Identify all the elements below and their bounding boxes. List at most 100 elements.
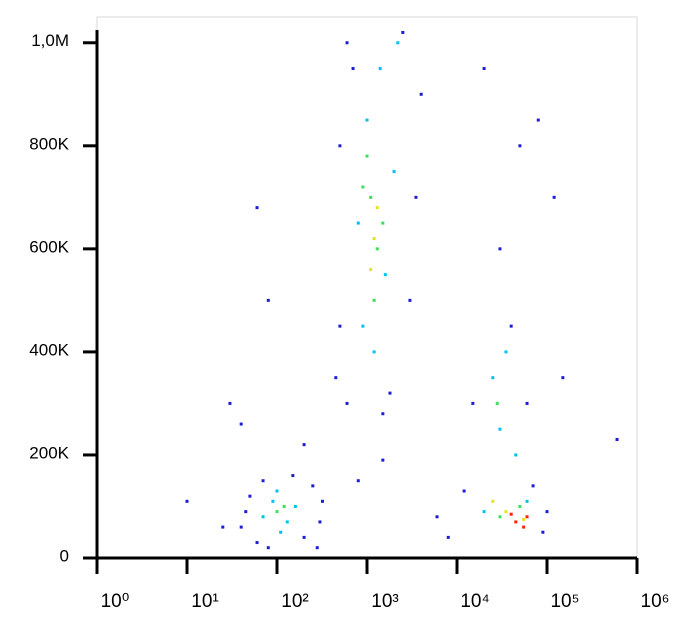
data-point	[531, 484, 535, 488]
data-point	[244, 510, 248, 514]
data-point	[315, 546, 319, 550]
data-point	[365, 118, 369, 122]
data-point	[495, 401, 499, 405]
data-point	[498, 515, 502, 519]
data-point	[471, 401, 475, 405]
data-point	[285, 520, 289, 524]
data-point	[525, 499, 529, 503]
data-point	[282, 504, 286, 508]
data-point	[271, 499, 275, 503]
data-point	[291, 474, 295, 478]
data-point	[275, 510, 279, 514]
x-tick-label: 10⁰	[101, 591, 130, 612]
data-point	[482, 510, 486, 514]
data-point	[498, 247, 502, 251]
data-point	[375, 206, 379, 210]
data-point	[396, 41, 400, 45]
data-point	[375, 247, 379, 251]
data-point	[615, 437, 619, 441]
data-point	[372, 237, 376, 241]
data-point	[275, 489, 279, 493]
data-point	[561, 376, 565, 380]
data-point	[228, 401, 232, 405]
y-tick-label: 600K	[29, 237, 69, 256]
data-point	[302, 443, 306, 447]
data-point	[541, 530, 545, 534]
data-point	[381, 221, 385, 225]
data-point	[504, 510, 508, 514]
data-point	[518, 144, 522, 148]
data-point	[522, 525, 526, 529]
data-point	[514, 453, 518, 457]
x-tick-label: 10²	[281, 591, 308, 612]
data-point	[266, 546, 270, 550]
data-point	[381, 412, 385, 416]
data-point	[338, 144, 342, 148]
data-point	[351, 67, 355, 71]
data-point	[261, 515, 265, 519]
data-point	[221, 525, 225, 529]
data-point	[239, 422, 243, 426]
data-point	[248, 494, 252, 498]
data-point	[345, 401, 349, 405]
data-point	[414, 195, 418, 199]
data-point	[356, 221, 360, 225]
y-tick-label: 1,0M	[31, 31, 69, 50]
data-point	[361, 324, 365, 328]
data-point	[302, 535, 306, 539]
data-point	[518, 504, 522, 508]
data-point	[381, 458, 385, 462]
data-point	[522, 517, 526, 521]
data-point	[446, 535, 450, 539]
data-point	[365, 154, 369, 158]
x-tick-label: 10¹	[191, 591, 218, 612]
y-tick-label: 800K	[29, 134, 69, 153]
data-point	[419, 92, 423, 96]
data-point	[525, 401, 529, 405]
data-point	[369, 195, 373, 199]
y-tick-label: 0	[60, 546, 69, 565]
data-point	[462, 489, 466, 493]
data-point	[239, 525, 243, 529]
data-point	[372, 350, 376, 354]
data-point	[372, 298, 376, 302]
data-point	[504, 350, 508, 354]
data-point	[545, 510, 549, 514]
data-point	[498, 427, 502, 431]
data-point	[311, 484, 315, 488]
data-point	[334, 376, 338, 380]
data-point	[525, 515, 529, 519]
data-point	[491, 376, 495, 380]
data-point	[392, 170, 396, 174]
data-point	[266, 298, 270, 302]
data-point	[279, 530, 283, 534]
data-point	[255, 541, 259, 545]
data-point	[378, 67, 382, 71]
x-tick-label: 10³	[371, 591, 398, 612]
x-tick-label: 10⁶	[641, 591, 670, 612]
data-point	[383, 273, 387, 277]
data-point	[293, 504, 297, 508]
data-point	[255, 206, 259, 210]
data-point	[482, 67, 486, 71]
data-point	[388, 391, 392, 395]
data-point	[318, 520, 322, 524]
data-point	[514, 520, 518, 524]
data-point	[345, 41, 349, 45]
data-point	[491, 499, 495, 503]
y-tick-label: 400K	[29, 340, 69, 359]
data-point	[356, 479, 360, 483]
data-point	[338, 324, 342, 328]
data-point	[509, 324, 513, 328]
data-point	[536, 118, 540, 122]
data-point	[509, 512, 513, 516]
y-tick-label: 200K	[29, 443, 69, 462]
data-point	[401, 30, 405, 34]
x-tick-label: 10⁴	[460, 591, 489, 612]
x-tick-label: 10⁵	[550, 591, 579, 612]
data-point	[435, 515, 439, 519]
data-point	[361, 185, 365, 189]
plot-frame	[96, 16, 638, 559]
data-point	[320, 499, 324, 503]
